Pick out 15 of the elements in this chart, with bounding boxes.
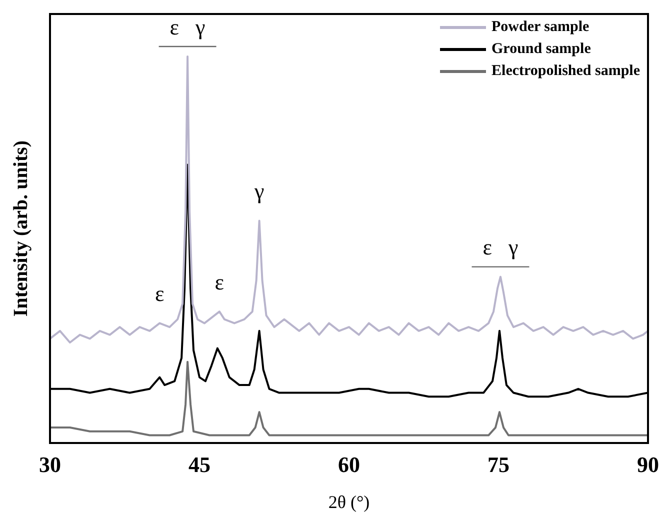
x-tick-label: 60 [338,452,360,477]
x-tick-label: 30 [39,452,61,477]
annotation: ε [214,269,224,294]
x-tick-label: 90 [637,452,659,477]
x-axis-title: 2θ (°) [328,492,370,512]
annotation: ε [155,280,164,306]
annotation: γ [253,178,264,204]
annotation: ε γ [482,234,518,260]
x-tick-label: 75 [488,452,510,477]
y-axis-title: Intensity (arb. units) [10,140,32,317]
legend-label: Ground sample [492,40,591,58]
legend-label: Electropolished sample [492,62,640,80]
legend-label: Powder sample [492,18,590,36]
x-tick-label: 45 [188,452,210,477]
annotation: ε γ [170,14,206,40]
